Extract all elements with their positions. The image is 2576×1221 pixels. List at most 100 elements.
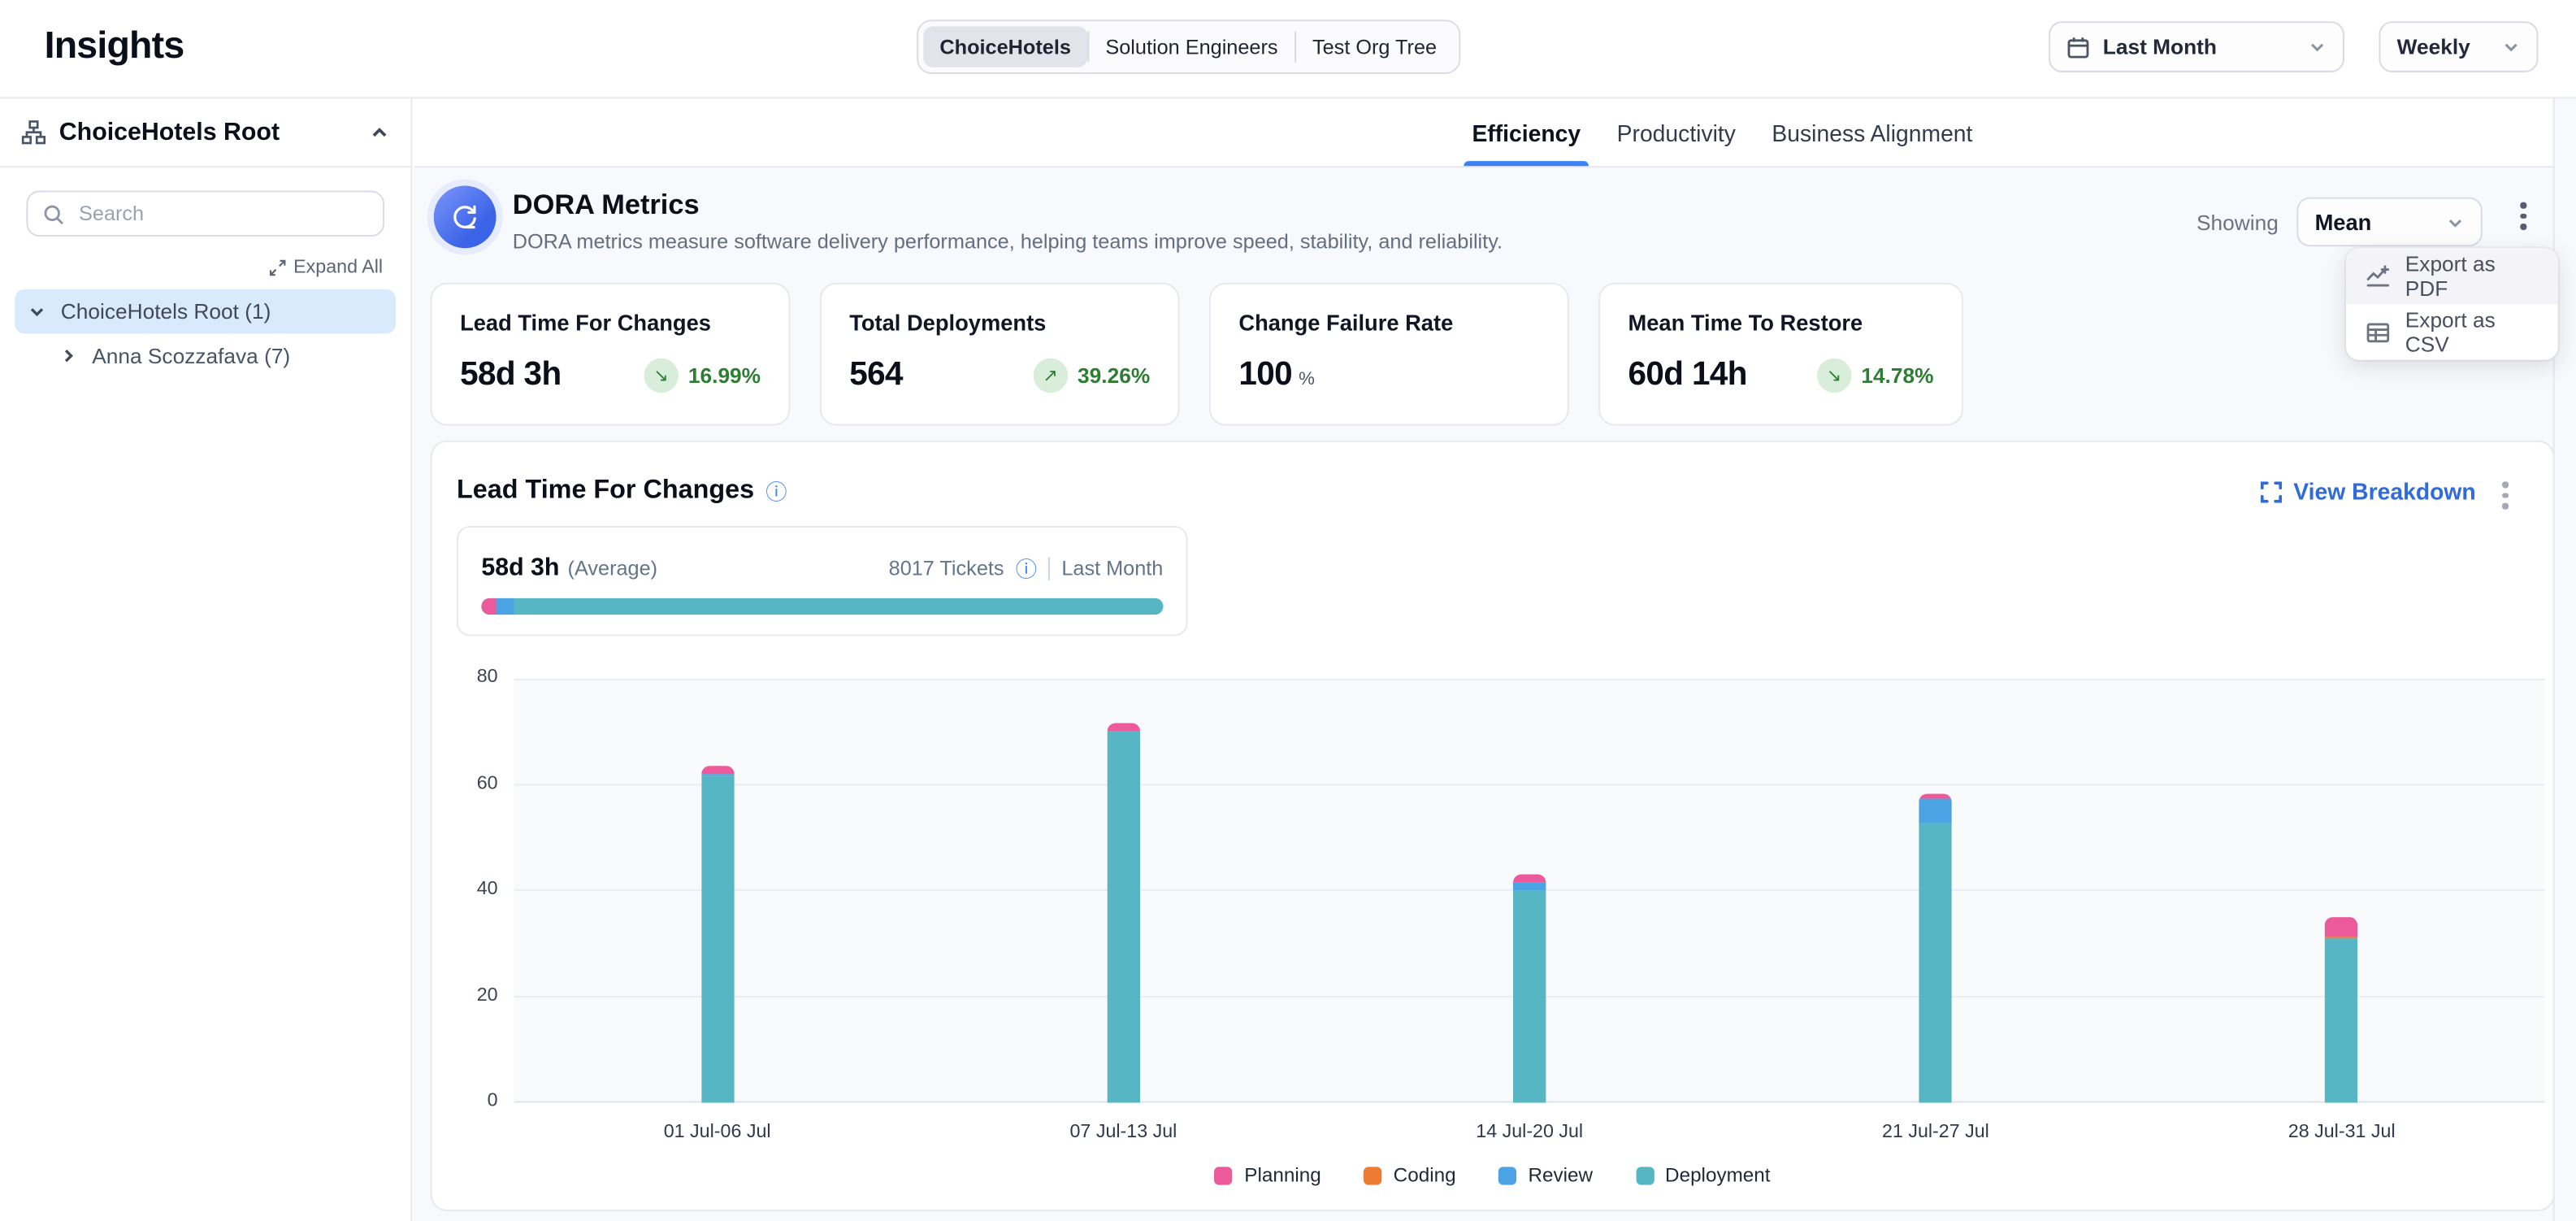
x-axis-tick-label: 01 Jul-06 Jul — [663, 1122, 771, 1143]
legend-swatch — [1364, 1166, 1382, 1184]
bar-segment-deployment — [700, 776, 734, 1103]
bar-segment-review — [1512, 882, 1546, 891]
legend-swatch — [1214, 1166, 1234, 1184]
trend-down-icon: ↘ — [1816, 358, 1852, 393]
tab-productivity[interactable]: Productivity — [1616, 119, 1736, 146]
segment-divider — [1087, 31, 1090, 63]
stacked-bar[interactable] — [1919, 794, 1953, 1103]
legend-item-coding[interactable]: Coding — [1364, 1163, 1456, 1187]
y-axis-tick-label: 0 — [487, 1091, 498, 1111]
section-tabs-bar: Efficiency Productivity Business Alignme… — [414, 98, 2576, 168]
legend-label: Coding — [1393, 1163, 1456, 1187]
chevron-right-icon[interactable] — [59, 347, 77, 365]
dora-more-menu-button[interactable] — [2510, 194, 2535, 238]
legend-swatch — [1498, 1166, 1517, 1184]
legend-item-deployment[interactable]: Deployment — [1635, 1163, 1771, 1187]
granularity-select[interactable]: Weekly — [2379, 21, 2539, 72]
expand-corners-icon — [2260, 480, 2283, 502]
stacked-bar[interactable] — [1512, 874, 1546, 1103]
export-csv-menu-item[interactable]: Export as CSV — [2346, 304, 2558, 360]
chart-line-icon — [2366, 263, 2390, 288]
metric-card-change-failure-rate: Change Failure Rate 100 % — [1208, 282, 1569, 426]
stacked-bar[interactable] — [2325, 918, 2358, 1103]
y-axis-tick-label: 40 — [476, 879, 498, 899]
metric-title: Lead Time For Changes — [460, 311, 711, 336]
bar-segment-review — [1919, 798, 1953, 823]
org-tree: ChoiceHotels Root (1) Anna Scozzafava (7… — [0, 289, 410, 378]
dora-metrics-description: DORA metrics measure software delivery p… — [512, 230, 1503, 254]
chart-legend: Planning Coding Review Deployment — [431, 1163, 2555, 1187]
info-icon[interactable]: ⓘ — [765, 480, 787, 505]
tickets-count: 8017 Tickets — [888, 556, 1004, 580]
sidebar-search[interactable] — [26, 190, 385, 237]
org-tab-test-org-tree[interactable]: Test Org Tree — [1312, 35, 1438, 59]
period-select[interactable]: Last Month — [2049, 21, 2344, 72]
dora-cycle-icon — [433, 185, 497, 249]
search-icon — [43, 203, 64, 224]
view-breakdown-button[interactable]: View Breakdown — [2260, 478, 2476, 505]
gridline — [514, 678, 2545, 680]
bar-segment-planning — [2325, 918, 2358, 936]
tickets-summary: 8017 Tickets ⓘ Last Month — [888, 552, 1163, 583]
separator — [1048, 556, 1051, 580]
sidebar-root-title: ChoiceHotels Root — [59, 118, 280, 146]
trend-badge: ↘ 14.78% — [1816, 358, 1934, 393]
export-pdf-menu-item[interactable]: Export as PDF — [2345, 248, 2558, 305]
tab-business-alignment[interactable]: Business Alignment — [1772, 119, 1973, 146]
showing-label: Showing — [2197, 210, 2279, 236]
tree-item-root[interactable]: ChoiceHotels Root (1) — [15, 289, 397, 334]
lead-time-more-menu-button[interactable] — [2492, 473, 2517, 517]
tree-item-anna-scozzafava[interactable]: Anna Scozzafava (7) — [15, 333, 396, 378]
period-select-value: Last Month — [2102, 34, 2217, 59]
lead-time-bar-chart[interactable]: 0 20 40 60 80 01 Jul-06 Jul 07 Jul-13 Jul 14 Ju… — [477, 667, 2545, 1142]
metric-value: 564 — [849, 356, 903, 393]
bar-segment-planning — [1107, 723, 1140, 732]
org-tab-choicehotels[interactable]: ChoiceHotels — [923, 26, 1088, 67]
y-axis-tick-label: 20 — [476, 985, 498, 1006]
lead-time-title-text: Lead Time For Changes — [457, 476, 755, 504]
tree-item-label: Anna Scozzafava (7) — [92, 343, 291, 368]
summary-segment-review — [496, 597, 514, 615]
chevron-down-icon — [2502, 37, 2520, 55]
chevron-down-icon[interactable] — [28, 302, 46, 320]
metric-title: Change Failure Rate — [1238, 311, 1454, 336]
export-csv-label: Export as CSV — [2405, 307, 2496, 357]
trend-percent: 16.99% — [687, 363, 761, 389]
dora-metrics-title: DORA Metrics — [512, 189, 700, 220]
tab-efficiency[interactable]: Efficiency — [1454, 98, 1598, 167]
legend-item-planning[interactable]: Planning — [1214, 1163, 1321, 1187]
showing-select[interactable]: Mean — [2296, 197, 2483, 247]
metric-title: Mean Time To Restore — [1628, 311, 1863, 336]
trend-down-icon: ↘ — [644, 358, 679, 393]
trend-percent: 14.78% — [1861, 363, 1934, 389]
average-value: 58d 3h — [481, 554, 560, 582]
org-tree-sidebar: ChoiceHotels Root Expand All — [0, 98, 413, 1221]
collapse-sidebar-icon[interactable] — [370, 123, 389, 142]
metric-title: Total Deployments — [849, 311, 1047, 336]
legend-label: Planning — [1244, 1163, 1321, 1187]
metric-card-total-deployments: Total Deployments 564 ↗ 39.26% — [819, 282, 1180, 426]
bar-segment-deployment — [1512, 890, 1546, 1103]
legend-item-review[interactable]: Review — [1498, 1163, 1594, 1187]
info-icon[interactable]: ⓘ — [1015, 557, 1038, 582]
phase-distribution-bar — [481, 597, 1164, 615]
legend-label: Review — [1528, 1163, 1594, 1187]
trend-badge: ↗ 39.26% — [1033, 358, 1150, 393]
calendar-icon — [2066, 35, 2089, 58]
stacked-bar[interactable] — [700, 765, 734, 1103]
org-tab-solution-engineers[interactable]: Solution Engineers — [1105, 35, 1278, 59]
sidebar-header: ChoiceHotels Root — [0, 98, 411, 168]
section-tabs: Efficiency Productivity Business Alignme… — [1454, 98, 1990, 167]
expand-all-label: Expand All — [293, 258, 384, 278]
legend-swatch — [1635, 1166, 1654, 1184]
stacked-bar[interactable] — [1107, 723, 1140, 1103]
page-title: Insights — [44, 23, 185, 66]
expand-all-button[interactable]: Expand All — [26, 258, 384, 278]
search-input[interactable] — [75, 200, 368, 227]
expand-arrows-icon — [269, 259, 285, 276]
y-axis-tick-label: 80 — [476, 667, 498, 688]
view-breakdown-label: View Breakdown — [2293, 478, 2476, 505]
bar-segment-review — [700, 773, 734, 776]
bar-segment-planning — [1919, 794, 1953, 799]
